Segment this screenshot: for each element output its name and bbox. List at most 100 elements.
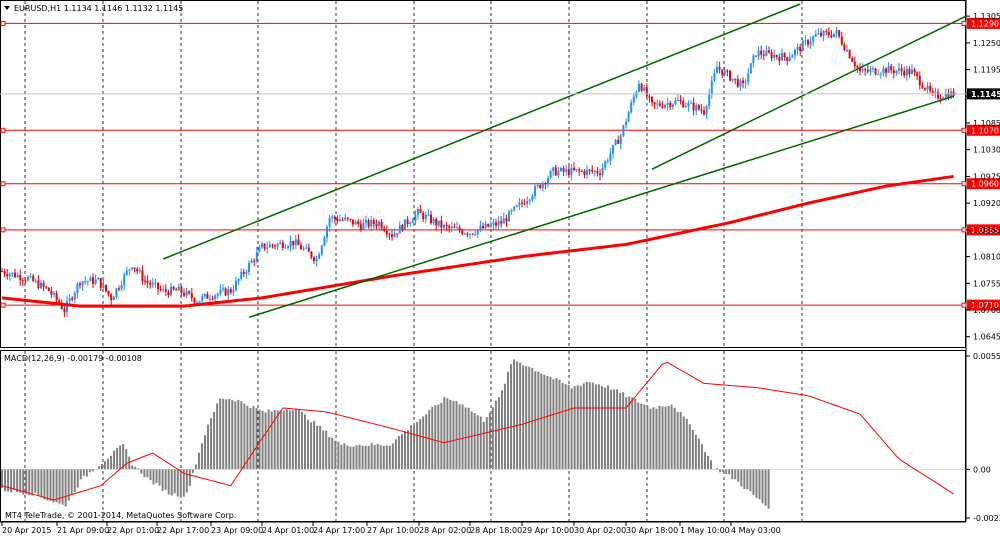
candle-body xyxy=(279,242,282,244)
candle-body xyxy=(216,293,219,296)
macd-bar xyxy=(34,469,37,493)
macd-bar xyxy=(528,366,531,470)
macd-bar xyxy=(361,445,364,470)
candle-body xyxy=(814,34,817,37)
candle-body xyxy=(843,44,846,51)
candle-body xyxy=(375,224,378,226)
candle-body xyxy=(406,219,409,224)
price-level-tag xyxy=(967,17,1000,29)
macd-bar xyxy=(640,403,643,470)
candle-body xyxy=(781,53,783,61)
current-price-tag xyxy=(967,88,1000,100)
candle-body xyxy=(89,277,92,282)
macd-bar xyxy=(197,452,200,470)
macd-bar xyxy=(597,384,600,470)
candle-body xyxy=(599,173,601,176)
macd-bar xyxy=(670,404,673,470)
candle-body xyxy=(302,248,305,250)
macd-bar xyxy=(364,445,367,470)
candle-body xyxy=(700,109,703,111)
macd-bar xyxy=(225,399,228,470)
candle-body xyxy=(349,218,352,220)
macd-bar xyxy=(273,409,276,470)
candle-body xyxy=(731,78,734,81)
candle-body xyxy=(357,221,360,225)
level-anchor xyxy=(0,302,6,308)
macd-bar xyxy=(607,385,609,470)
candle-body xyxy=(274,245,276,247)
candle-body xyxy=(892,70,895,73)
macd-bar xyxy=(585,381,588,470)
candle-body xyxy=(123,274,126,286)
macd-bar xyxy=(358,444,361,470)
macd-bar xyxy=(264,412,267,470)
candle-body xyxy=(848,50,851,59)
candle-body xyxy=(614,140,617,146)
candle-body xyxy=(765,50,768,56)
candle-body xyxy=(643,87,646,91)
candle-body xyxy=(664,104,666,108)
candle-body xyxy=(612,145,614,154)
macd-bar xyxy=(349,446,352,470)
macd-bar xyxy=(649,408,652,470)
candle-body xyxy=(866,70,869,72)
macd-bar xyxy=(634,398,637,470)
candle-body xyxy=(684,106,687,108)
macd-tick-label: -0.00238 xyxy=(973,514,1000,523)
candle-body xyxy=(632,96,635,103)
candle-body xyxy=(703,110,705,115)
macd-bar xyxy=(385,445,388,470)
candle-body xyxy=(770,52,773,59)
macd-bar xyxy=(625,397,628,470)
candle-body xyxy=(164,289,167,292)
price-level-tag xyxy=(967,124,1000,136)
candle-body xyxy=(879,73,882,75)
candle-body xyxy=(911,69,913,74)
candle-body xyxy=(232,289,235,293)
macd-bar xyxy=(394,439,397,470)
macd-bar xyxy=(282,411,285,470)
macd-bar xyxy=(164,469,167,490)
candle-body xyxy=(245,272,248,274)
macd-signal xyxy=(1,361,954,501)
candle-body xyxy=(583,170,586,175)
candle-body xyxy=(658,103,661,106)
macd-bar xyxy=(43,469,46,500)
candle-body xyxy=(154,282,157,284)
candle-body xyxy=(534,186,536,196)
candle-body xyxy=(440,220,443,228)
macd-bar xyxy=(391,443,394,470)
candle-body xyxy=(237,278,240,281)
candle-body xyxy=(107,291,110,295)
macd-bar xyxy=(167,469,170,495)
macd-bar xyxy=(710,460,713,470)
candle-body xyxy=(531,195,534,200)
macd-bar xyxy=(413,425,416,470)
time-tick-label: 28 Apr 02:00 xyxy=(419,526,471,535)
macd-bar xyxy=(749,469,752,492)
macd-bar xyxy=(113,450,116,470)
header-dropdown-icon[interactable] xyxy=(4,6,10,10)
candle-body xyxy=(939,98,942,100)
candle-body xyxy=(427,214,430,216)
price-level-tag xyxy=(967,299,1000,311)
macd-bar xyxy=(494,400,497,470)
candle-body xyxy=(666,102,669,105)
macd-bar xyxy=(1,469,3,489)
candle-body xyxy=(396,233,399,235)
candle-body xyxy=(203,293,206,297)
candle-body xyxy=(474,234,477,236)
candle-body xyxy=(110,294,113,301)
candle-body xyxy=(229,289,232,293)
candle-body xyxy=(461,230,464,234)
candle-body xyxy=(250,260,253,263)
time-tick-label: 4 May 03:00 xyxy=(731,526,781,535)
candle-body xyxy=(378,221,380,226)
macd-bar xyxy=(134,466,137,470)
macd-bar xyxy=(591,382,594,470)
candle-body xyxy=(323,237,326,246)
macd-bar xyxy=(10,469,13,493)
macd-bar xyxy=(325,430,328,470)
macd-bar xyxy=(731,469,734,480)
